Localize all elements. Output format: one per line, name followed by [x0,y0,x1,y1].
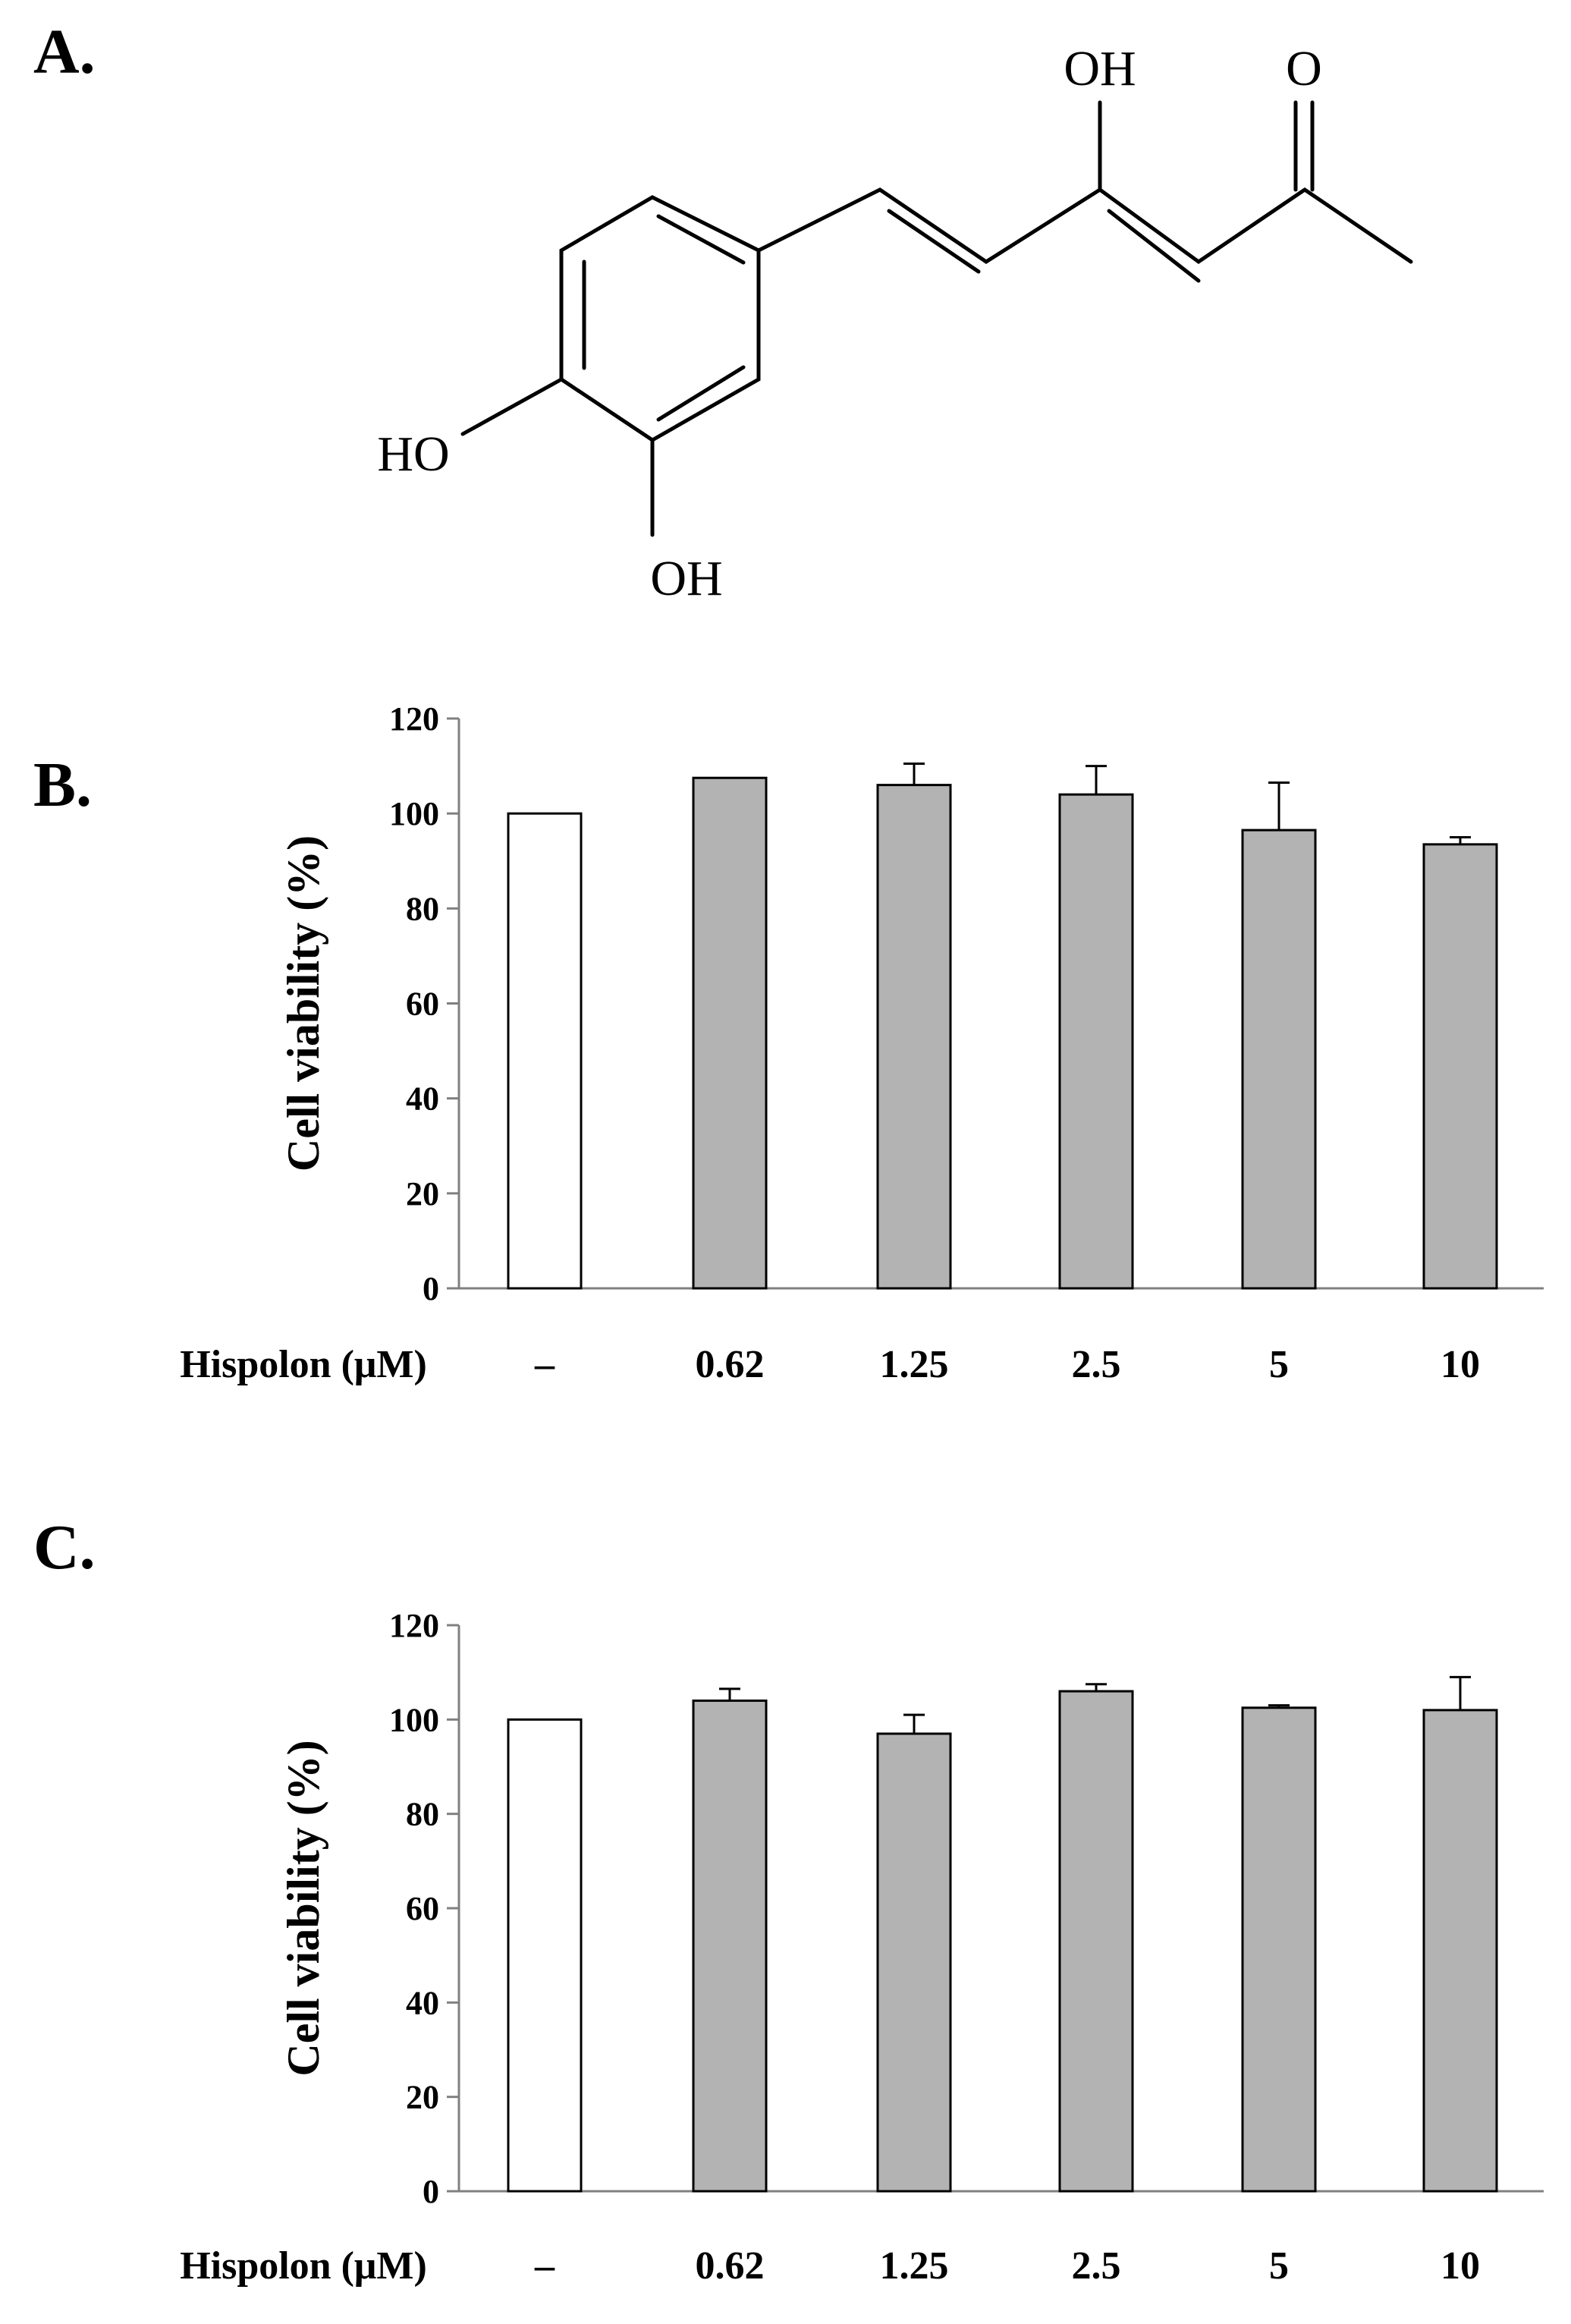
x-axis-title: Hispolon (μM) [180,1343,427,1386]
x-axis-title: Hispolon (μM) [180,2244,427,2288]
atom-oh-bottom: OH [650,551,722,606]
chain-double-bond-1 [887,209,981,274]
ho-bond [460,377,564,436]
side-chain [756,187,1413,265]
y-tick-label: 120 [389,700,439,737]
ring-double-bond-top [656,214,746,265]
x-tick-label: 1.25 [880,1343,949,1386]
y-axis-title: Cell viability (%) [278,1740,328,2076]
bar [876,784,952,1290]
y-tick-label: 80 [406,890,439,927]
y-tick-label: 20 [406,1175,439,1212]
chart-b: 0 20 40 60 80 100 120 Cell viability (%) – 0.62 1.… [180,700,1544,1386]
y-tick-label: 80 [406,1796,439,1833]
x-tick-label: 1.25 [880,2244,949,2288]
bar [692,776,768,1290]
atom-oh-top: OH [1064,41,1136,96]
chart-c: 0 20 40 60 80 100 120 Cell viability (%) – 0.62 1.… [180,1607,1544,2288]
y-tick-label: 40 [406,1984,439,2021]
x-tick-label: 5 [1269,2244,1289,2288]
atom-ho-left: HO [377,426,449,482]
y-tick-label: 40 [406,1080,439,1118]
x-tick-label: 10 [1441,1343,1480,1386]
x-tick-label: 0.62 [696,1343,765,1386]
panel-label-c: C. [33,1512,96,1583]
y-tick-label: 0 [423,1270,439,1307]
x-tick-label: 5 [1269,1343,1289,1386]
bar [876,1732,952,2193]
x-tick-label: 2.5 [1072,2244,1121,2288]
panel-label-a: A. [33,17,96,87]
bar [1422,1709,1498,2193]
panel-label-b: B. [33,750,92,820]
x-tick-label: 0.62 [696,2244,765,2288]
y-tick-label: 120 [389,1607,439,1644]
bar [507,812,583,1290]
benzene-ring [559,195,761,442]
chain-double-bond-2 [1107,209,1201,283]
bar [1241,829,1317,1290]
bar [692,1699,768,2193]
y-axis-title: Cell viability (%) [278,835,328,1171]
bar [1058,1690,1134,2193]
y-tick-label: 20 [406,2079,439,2116]
ring-double-bond-bottom [656,365,746,422]
chemical-structure: OH O HO OH [377,41,1413,606]
bar [507,1718,583,2193]
x-tick-label: 2.5 [1072,1343,1121,1386]
y-tick-label: 0 [423,2173,439,2210]
y-tick-label: 60 [406,986,439,1023]
bar [1058,793,1134,1290]
y-tick-label: 100 [389,1701,439,1738]
x-tick-label: – [534,1343,555,1386]
x-tick-label: 10 [1441,2244,1480,2288]
x-tick-label: – [534,2244,555,2288]
y-tick-label: 60 [406,1890,439,1927]
atom-o-top: O [1286,41,1322,96]
bar [1241,1706,1317,2193]
y-tick-label: 100 [389,795,439,832]
bar [1422,843,1498,1290]
